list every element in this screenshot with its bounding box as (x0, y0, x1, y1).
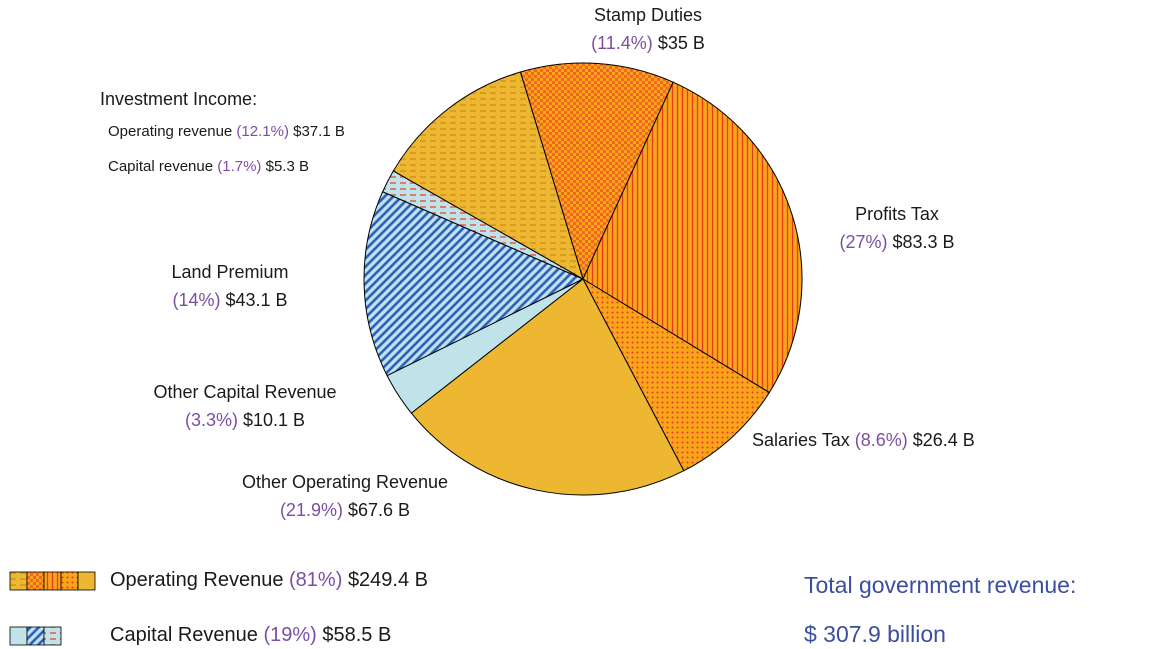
slice-value: $67.6 B (348, 500, 410, 520)
slice-percent: (14%) (172, 290, 220, 310)
legend-name: Operating Revenue (110, 569, 283, 591)
legend-swatch (77, 571, 96, 591)
pie-slice (519, 62, 674, 281)
slice-label: (14%) $43.1 B (172, 290, 287, 310)
slice-value: $43.1 B (225, 290, 287, 310)
slice-name: Capital revenue (108, 158, 213, 175)
legend-entry: Operating Revenue (81%) $249.4 B (110, 569, 428, 591)
legend-percent: (81%) (289, 569, 342, 591)
legend-swatch (9, 571, 28, 591)
pie (363, 62, 803, 496)
legend-value: $58.5 B (322, 624, 391, 646)
legend-swatch (9, 626, 28, 646)
slice-label: (3.3%) $10.1 B (185, 410, 305, 430)
slice-value: $26.4 B (913, 430, 975, 450)
slice-value: $37.1 B (293, 123, 345, 140)
slice-name: Other Capital Revenue (153, 382, 336, 402)
legend-percent: (19%) (263, 624, 316, 646)
slice-label: Salaries Tax (8.6%) $26.4 B (752, 430, 975, 450)
slice-percent: (12.1%) (236, 123, 289, 140)
slice-name: Salaries Tax (752, 430, 850, 450)
slice-label: (27%) $83.3 B (839, 232, 954, 252)
slice-label: Capital revenue (1.7%) $5.3 B (108, 158, 309, 175)
legend-name: Capital Revenue (110, 624, 258, 646)
slice-percent: (8.6%) (855, 430, 908, 450)
legend-swatch (26, 571, 45, 591)
slice-name: Stamp Duties (594, 5, 702, 25)
slice-percent: (1.7%) (217, 158, 261, 175)
pie-slice (582, 81, 803, 394)
slice-value: $10.1 B (243, 410, 305, 430)
slice-value: $83.3 B (892, 232, 954, 252)
pie-slice (581, 277, 770, 472)
total-label: Total government revenue: (804, 572, 1076, 598)
slice-name: Profits Tax (855, 204, 939, 224)
legend-swatch (43, 626, 62, 646)
total-value: $ 307.9 billion (804, 621, 946, 647)
group-label: Investment Income: (100, 89, 257, 109)
legend-swatch (26, 626, 45, 646)
pie-slice (392, 71, 584, 281)
slice-label: Operating revenue (12.1%) $37.1 B (108, 123, 345, 140)
slice-percent: (3.3%) (185, 410, 238, 430)
slice-percent: (11.4%) (591, 33, 653, 53)
slice-label: (21.9%) $67.6 B (280, 500, 410, 520)
legend-swatch (43, 571, 62, 591)
legend: Operating Revenue (81%) $249.4 B Capital … (9, 569, 428, 646)
slice-name: Operating revenue (108, 123, 232, 140)
slice-percent: (27%) (839, 232, 887, 252)
labels: Stamp Duties (11.4%) $35 B Profits Tax (27%… (108, 5, 975, 520)
slice-value: $5.3 B (266, 158, 309, 175)
slice-name: Other Operating Revenue (242, 472, 448, 492)
slice-value: $35 B (658, 33, 705, 53)
legend-swatch (60, 571, 79, 591)
slice-name: Land Premium (171, 262, 288, 282)
slice-label: (11.4%) $35 B (591, 33, 705, 53)
slice-percent: (21.9%) (280, 500, 343, 520)
legend-entry: Capital Revenue (19%) $58.5 B (110, 624, 391, 646)
legend-value: $249.4 B (348, 569, 428, 591)
pie-slice (410, 278, 685, 496)
pie-slice (363, 191, 585, 377)
